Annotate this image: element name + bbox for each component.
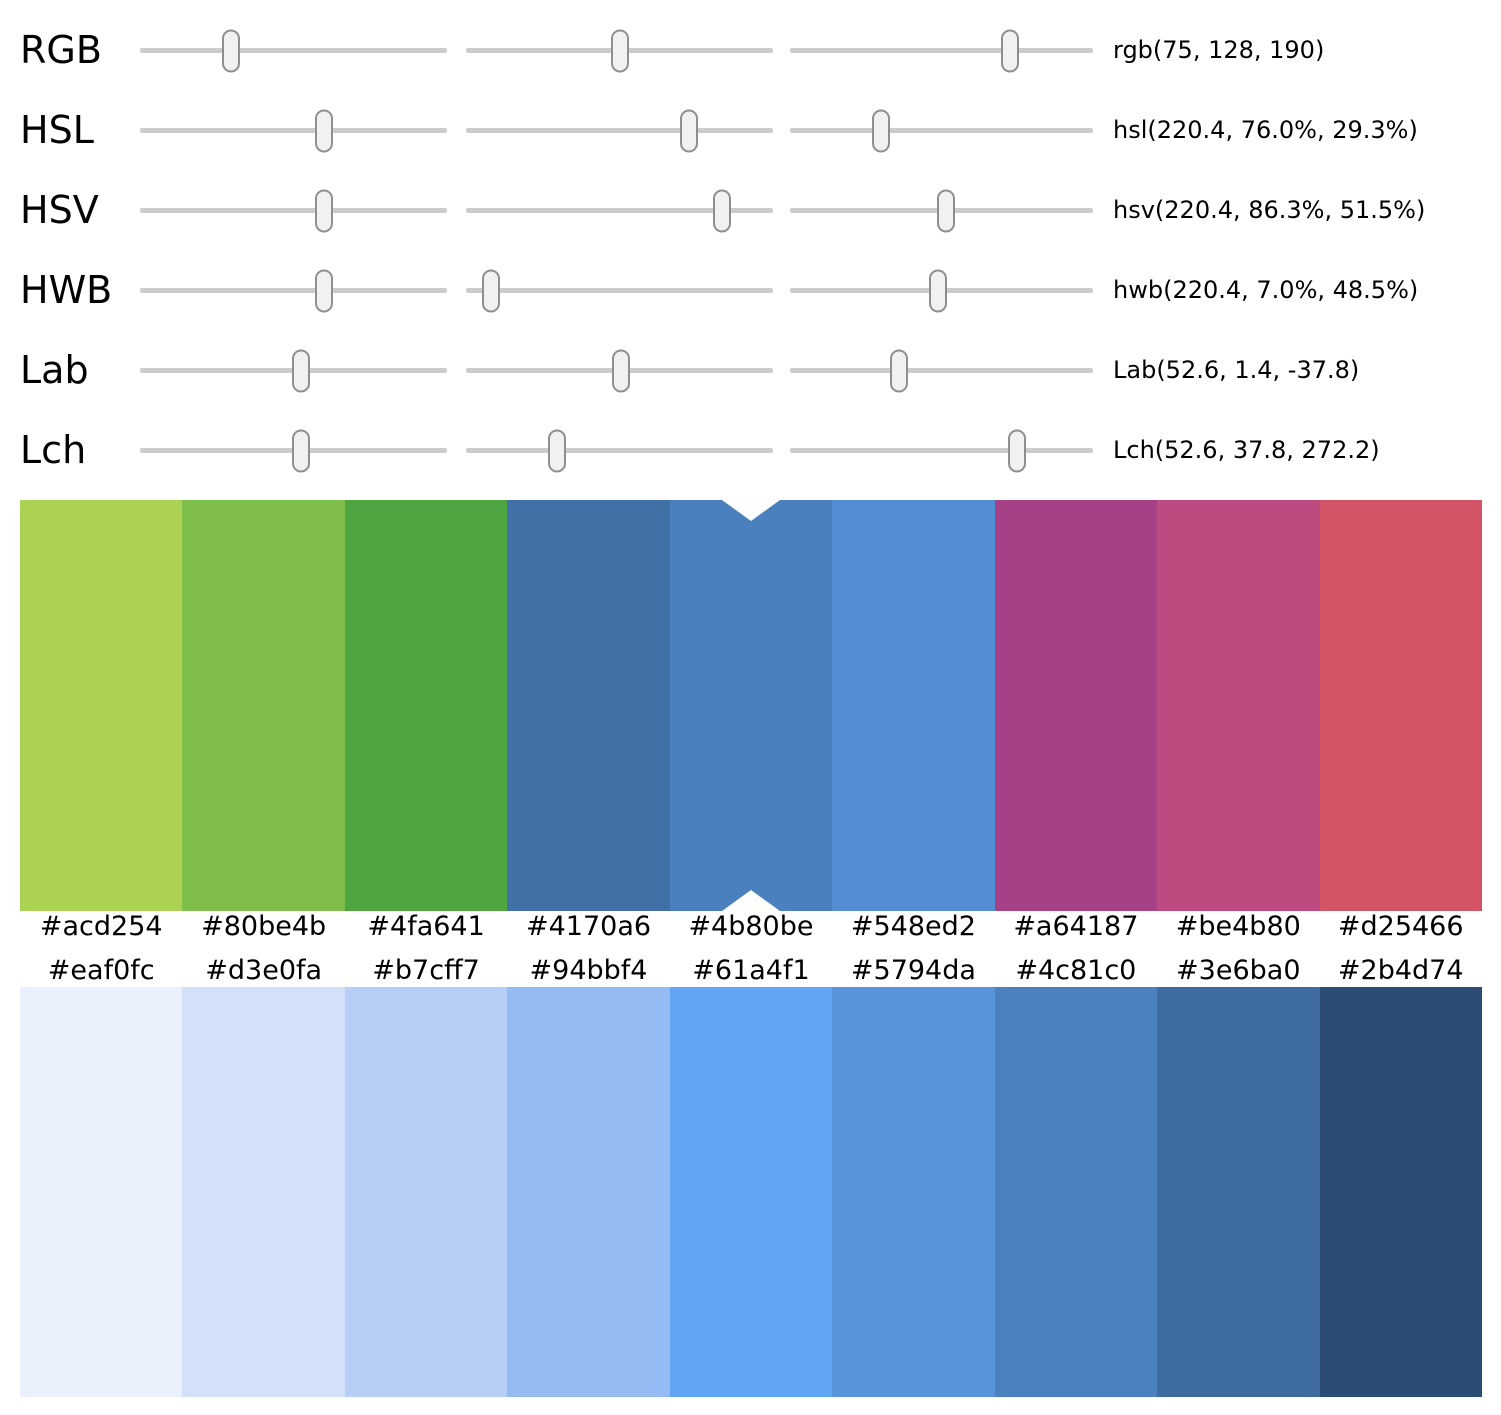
hsl-h-slider-track[interactable] <box>140 109 447 152</box>
shade-hex-label-1: #d3e0fa <box>205 955 323 986</box>
slider-row-hsv: HSV hsv(220.4, 86.3%, 51.5%) <box>0 170 1501 250</box>
hsl-l-slider-track[interactable] <box>790 109 1093 152</box>
selected-marker-top-icon <box>721 500 780 521</box>
hwb-value-text: hwb(220.4, 7.0%, 48.5%) <box>1113 276 1419 304</box>
hsl-h-slider-thumb[interactable] <box>315 109 334 152</box>
hue-swatch-4-selected[interactable] <box>669 500 833 911</box>
lch-value-text: Lch(52.6, 37.8, 272.2) <box>1113 436 1380 464</box>
hsv-h-slider-track[interactable] <box>140 189 447 232</box>
hue-swatch-2[interactable] <box>344 500 508 911</box>
rgb-b-slider-track[interactable] <box>790 29 1093 72</box>
lab-l-slider-thumb[interactable] <box>292 349 311 392</box>
slider-row-hsl: HSL hsl(220.4, 76.0%, 29.3%) <box>0 90 1501 170</box>
rgb-value-text: rgb(75, 128, 190) <box>1113 36 1325 64</box>
shade-swatch-5[interactable] <box>832 987 995 1397</box>
lab-a-slider-thumb[interactable] <box>612 349 631 392</box>
rgb-r-slider-thumb[interactable] <box>221 29 240 72</box>
hsv-s-slider-thumb[interactable] <box>713 189 732 232</box>
hue-hex-label-4: #4b80be <box>688 911 814 942</box>
lab-l-slider-track[interactable] <box>140 349 447 392</box>
lab-b-slider-thumb[interactable] <box>890 349 909 392</box>
hwb-b-slider-thumb[interactable] <box>929 269 948 312</box>
hue-hex-label-8: #d25466 <box>1337 911 1464 942</box>
hsl-value-text: hsl(220.4, 76.0%, 29.3%) <box>1113 116 1418 144</box>
hue-hex-label-0: #acd254 <box>39 911 163 942</box>
lab-a-slider-track[interactable] <box>466 349 773 392</box>
shade-hex-label-3: #94bbf4 <box>529 955 648 986</box>
hue-hex-label-3: #4170a6 <box>526 911 652 942</box>
rgb-b-slider-thumb[interactable] <box>1000 29 1019 72</box>
rgb-g-slider-thumb[interactable] <box>610 29 629 72</box>
slider-row-lab: Lab Lab(52.6, 1.4, -37.8) <box>0 330 1501 410</box>
colorspace-label-lch: Lch <box>20 428 87 472</box>
shade-swatch-1[interactable] <box>182 987 345 1397</box>
hue-swatch-5[interactable] <box>832 500 995 911</box>
hwb-w-slider-track[interactable] <box>466 269 773 312</box>
hue-hex-label-5: #548ed2 <box>850 911 976 942</box>
hsv-s-slider-track[interactable] <box>466 189 773 232</box>
hue-swatch-0[interactable] <box>20 500 183 911</box>
shade-hex-label-2: #b7cff7 <box>372 955 480 986</box>
hue-swatch-6[interactable] <box>994 500 1158 911</box>
hwb-b-slider-track[interactable] <box>790 269 1093 312</box>
shade-swatch-6[interactable] <box>994 987 1158 1397</box>
hsv-value-text: hsv(220.4, 86.3%, 51.5%) <box>1113 196 1426 224</box>
rgb-g-slider-track[interactable] <box>466 29 773 72</box>
hue-swatch-3[interactable] <box>507 500 670 911</box>
shade-palette <box>20 987 1482 1397</box>
shade-hex-label-5: #5794da <box>850 955 976 986</box>
hue-hex-label-7: #be4b80 <box>1175 911 1301 942</box>
hsv-v-slider-thumb[interactable] <box>937 189 956 232</box>
colorspace-label-hsl: HSL <box>20 108 94 152</box>
shade-swatch-4[interactable] <box>669 987 833 1397</box>
hue-hex-label-2: #4fa641 <box>367 911 485 942</box>
shade-hex-label-6: #4c81c0 <box>1015 955 1137 986</box>
slider-row-lch: Lch Lch(52.6, 37.8, 272.2) <box>0 410 1501 490</box>
shade-swatch-2[interactable] <box>344 987 508 1397</box>
shade-swatch-7[interactable] <box>1157 987 1320 1397</box>
colorspace-label-hsv: HSV <box>20 188 99 232</box>
hue-swatch-7[interactable] <box>1157 500 1320 911</box>
hwb-h-slider-thumb[interactable] <box>315 269 334 312</box>
hwb-w-slider-thumb[interactable] <box>481 269 500 312</box>
selected-marker-bottom-icon <box>721 890 780 911</box>
hue-swatch-1[interactable] <box>182 500 345 911</box>
hue-hex-label-6: #a64187 <box>1013 911 1139 942</box>
lch-c-slider-thumb[interactable] <box>547 429 566 472</box>
hue-swatch-8[interactable] <box>1319 500 1482 911</box>
shade-hex-label-8: #2b4d74 <box>1337 955 1464 986</box>
lab-b-slider-track[interactable] <box>790 349 1093 392</box>
hsv-v-slider-track[interactable] <box>790 189 1093 232</box>
hsl-s-slider-thumb[interactable] <box>679 109 698 152</box>
hwb-h-slider-track[interactable] <box>140 269 447 312</box>
slider-row-rgb: RGB rgb(75, 128, 190) <box>0 10 1501 90</box>
lch-l-slider-thumb[interactable] <box>292 429 311 472</box>
lab-value-text: Lab(52.6, 1.4, -37.8) <box>1113 356 1360 384</box>
lch-h-slider-track[interactable] <box>790 429 1093 472</box>
colorspace-label-rgb: RGB <box>20 28 102 72</box>
hsl-l-slider-thumb[interactable] <box>871 109 890 152</box>
shade-swatch-3[interactable] <box>507 987 670 1397</box>
lch-h-slider-thumb[interactable] <box>1008 429 1027 472</box>
hue-hex-labels: #acd254 #80be4b #4fa641 #4170a6 #4b80be … <box>20 907 1482 947</box>
hue-hex-label-1: #80be4b <box>201 911 327 942</box>
shade-hex-label-7: #3e6ba0 <box>1176 955 1301 986</box>
hsl-s-slider-track[interactable] <box>466 109 773 152</box>
shade-hex-labels: #eaf0fc #d3e0fa #b7cff7 #94bbf4 #61a4f1 … <box>20 951 1482 991</box>
colorspace-label-lab: Lab <box>20 348 89 392</box>
colorspace-label-hwb: HWB <box>20 268 113 312</box>
slider-row-hwb: HWB hwb(220.4, 7.0%, 48.5%) <box>0 250 1501 330</box>
hue-palette <box>20 500 1482 911</box>
shade-swatch-8[interactable] <box>1319 987 1482 1397</box>
shade-hex-label-0: #eaf0fc <box>47 955 155 986</box>
shade-swatch-0[interactable] <box>20 987 183 1397</box>
rgb-r-slider-track[interactable] <box>140 29 447 72</box>
hsv-h-slider-thumb[interactable] <box>315 189 334 232</box>
lch-c-slider-track[interactable] <box>466 429 773 472</box>
lch-l-slider-track[interactable] <box>140 429 447 472</box>
shade-hex-label-4: #61a4f1 <box>692 955 810 986</box>
